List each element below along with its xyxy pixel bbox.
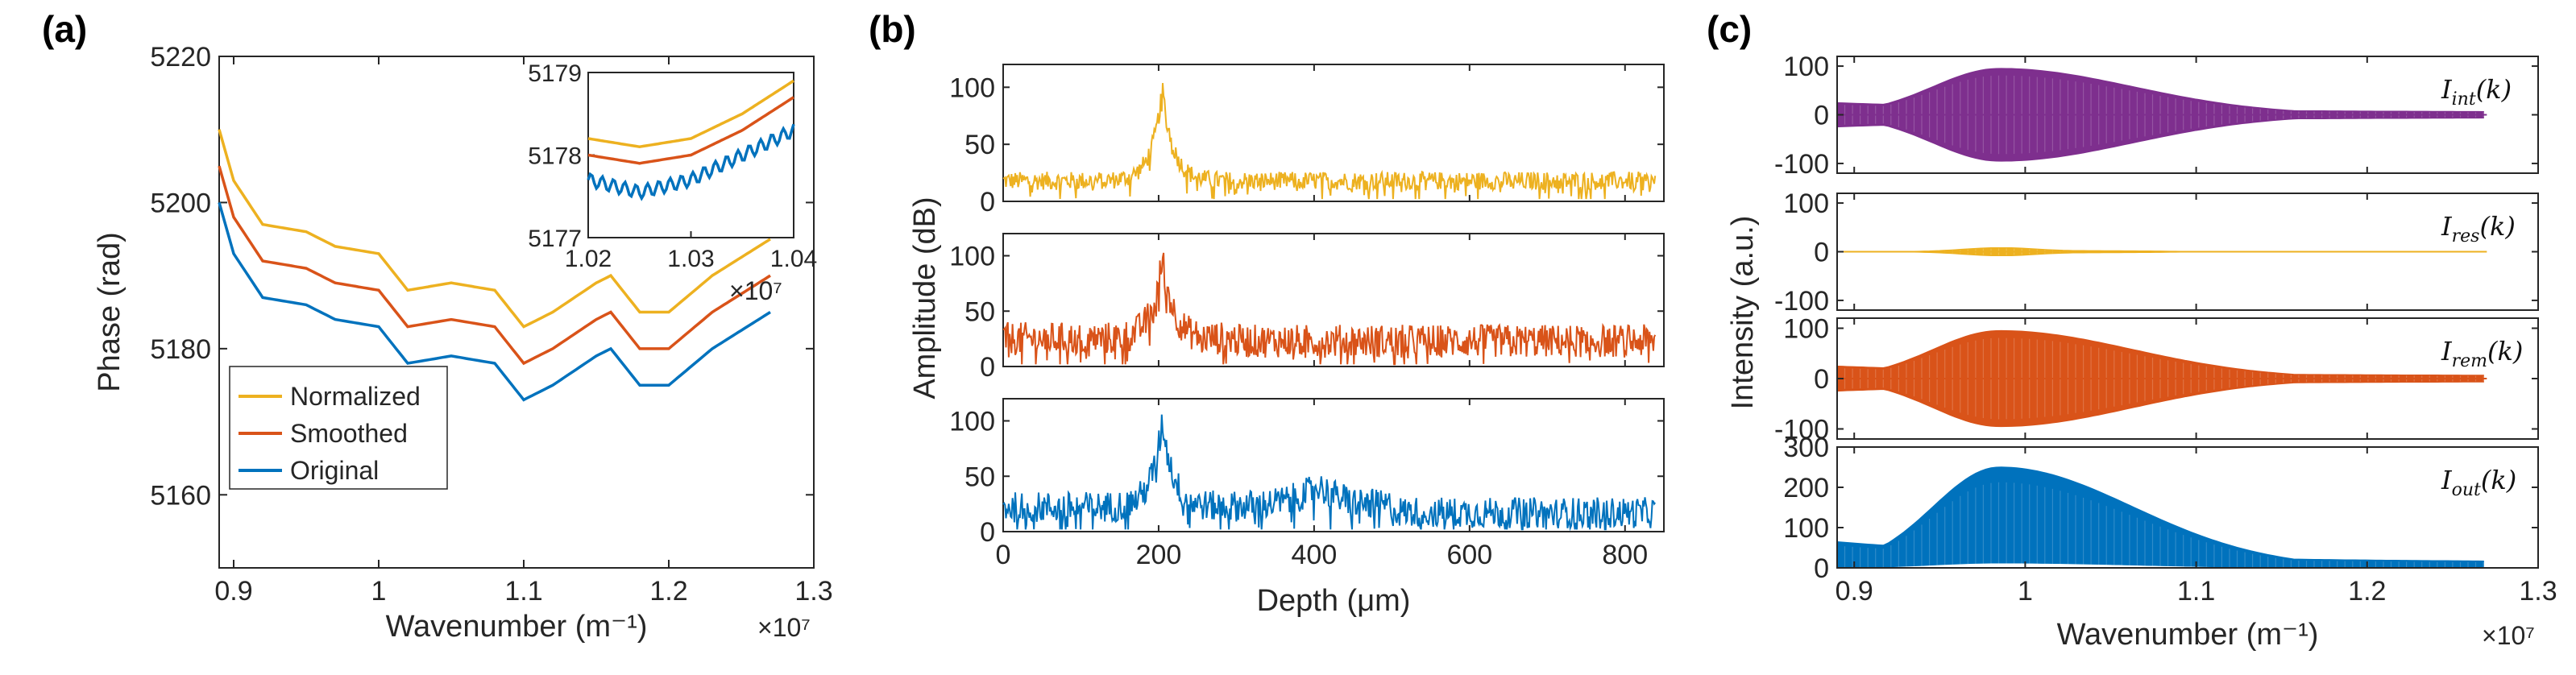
b1-ytick-label: 100 xyxy=(949,242,995,272)
b0-ytick-label: 0 xyxy=(980,187,995,217)
c3-ytick-label: 300 xyxy=(1783,433,1829,463)
a-legend: Normalized Smoothed Original xyxy=(229,366,448,490)
a-ylabel: Phase (rad) xyxy=(93,232,127,392)
c3-xtick-label: 1 xyxy=(2018,576,2033,607)
a-inset-ytick-label: 5179 xyxy=(528,60,582,87)
a-inset-ytick-label: 5177 xyxy=(528,226,582,252)
b-subplot-smoothed: 0 50 100 xyxy=(949,233,1665,383)
a-xlabel: Wavenumber (m⁻¹) xyxy=(386,610,648,644)
c-subplot-int: -100 0 100 Iint(k) xyxy=(1774,52,2539,180)
c-subplot-out: 0.9 1 1.1 1.2 1.3 0 100 200 300 Iout(k) xyxy=(1783,433,2557,607)
a-inset: 1.02 1.03 1.04 5177 5178 5179 ×10⁷ xyxy=(528,60,817,305)
b1-ytick-label: 50 xyxy=(964,296,995,327)
a-ytick-label: 5180 xyxy=(150,334,211,365)
c-label-int: Iint(k) xyxy=(2441,74,2512,110)
b0-axes-box xyxy=(1002,64,1665,202)
c0-ytick-label: 0 xyxy=(1814,101,1829,131)
panel-label-c: (c) xyxy=(1707,8,1752,50)
b-trace-original xyxy=(1002,414,1656,532)
c3-ytick-label: 0 xyxy=(1814,553,1829,584)
c-x-exponent: ×10⁷ xyxy=(2482,621,2535,650)
c3-xtick-label: 1.2 xyxy=(2348,576,2386,607)
b-subplot-normalized: 0 50 100 xyxy=(949,64,1665,217)
a-inset-xtick-label: 1.04 xyxy=(770,246,817,272)
a-inset-x-exponent: ×10⁷ xyxy=(729,276,782,305)
a-xtick-label: 1.3 xyxy=(794,576,832,607)
b1-ytick-label: 0 xyxy=(980,352,995,383)
c0-ytick-label: 100 xyxy=(1783,52,1829,82)
chart-panel-c: -100 0 100 Iint(k) -100 0 100 Ires(k) -100 0 100 Ir… xyxy=(1726,52,2557,652)
c-label-res: Ires(k) xyxy=(2441,211,2516,246)
c2-ytick-label: 0 xyxy=(1814,364,1829,395)
b2-ytick-label: 100 xyxy=(949,407,995,437)
c3-xtick-label: 1.1 xyxy=(2177,576,2215,607)
a-inset-series-smoothed xyxy=(587,96,794,165)
c2-ytick-label: -100 xyxy=(1774,415,1829,445)
b2-ytick-label: 50 xyxy=(964,462,995,492)
b0-ytick-label: 50 xyxy=(964,130,995,160)
c3-ytick-label: 200 xyxy=(1783,473,1829,503)
a-series-original xyxy=(218,201,771,402)
a-inset-series-normalized xyxy=(587,79,794,148)
b2-xtick-label: 600 xyxy=(1446,540,1492,570)
b-trace-smoothed xyxy=(1002,252,1657,366)
b2-ytick-label: 0 xyxy=(980,517,995,548)
panel-label-a: (a) xyxy=(42,8,87,50)
c-label-rem: Irem(k) xyxy=(2441,336,2523,371)
c-ylabel: Intensity (a.u.) xyxy=(1726,216,1760,410)
b2-xtick-label: 200 xyxy=(1136,540,1182,570)
a-legend-entry: Original xyxy=(290,456,379,485)
a-ytick-label: 5220 xyxy=(150,42,211,72)
panel-label-b: (b) xyxy=(869,8,916,50)
a-ytick-label: 5200 xyxy=(150,188,211,218)
a-legend-entry: Smoothed xyxy=(290,419,408,448)
b2-axes-box xyxy=(1002,398,1665,532)
a-ytick-label: 5160 xyxy=(150,480,211,511)
c-subplot-rem: -100 0 100 Irem(k) xyxy=(1774,314,2539,445)
chart-panel-b: 0 50 100 0 50 100 0 200 400 600 800 0 50 100 Depth (μm… xyxy=(908,64,1665,618)
a-axes-box xyxy=(218,56,815,569)
b-xlabel: Depth (μm) xyxy=(1257,584,1411,618)
c-label-out: Iout(k) xyxy=(2441,465,2516,500)
b-subplot-original: 0 200 400 600 800 0 50 100 xyxy=(949,398,1665,570)
c1-ytick-label: 100 xyxy=(1783,188,1829,219)
chart-panel-a: 0.9 1 1.1 1.2 1.3 5160 5180 5200 5220 Wavenumber … xyxy=(93,42,833,644)
a-inset-xtick-label: 1.02 xyxy=(565,246,612,272)
c-subplot-res: -100 0 100 Ires(k) xyxy=(1774,188,2539,317)
a-series-smoothed xyxy=(218,165,771,366)
a-xtick-label: 1.2 xyxy=(649,576,687,607)
a-inset-xtick-label: 1.03 xyxy=(667,246,714,272)
c3-axes-box xyxy=(1836,446,2539,569)
c-xlabel: Wavenumber (m⁻¹) xyxy=(2057,618,2319,652)
c0-ytick-label: -100 xyxy=(1774,149,1829,180)
c3-xtick-label: 0.9 xyxy=(1836,576,1873,607)
a-xtick-label: 1 xyxy=(371,576,387,607)
b2-xtick-label: 0 xyxy=(996,540,1011,570)
b0-ytick-label: 100 xyxy=(949,72,995,103)
c3-xtick-label: 1.3 xyxy=(2519,576,2557,607)
c1-ytick-label: -100 xyxy=(1774,286,1829,317)
b1-axes-box xyxy=(1002,233,1665,367)
a-inset-ytick-label: 5178 xyxy=(528,143,582,170)
a-xtick-label: 1.1 xyxy=(504,576,542,607)
b2-xtick-label: 800 xyxy=(1602,540,1648,570)
a-legend-entry: Normalized xyxy=(290,382,421,411)
b-ylabel: Amplitude (dB) xyxy=(908,197,942,399)
a-x-exponent: ×10⁷ xyxy=(757,613,811,642)
a-xtick-label: 0.9 xyxy=(214,576,252,607)
b-trace-normalized xyxy=(1002,83,1657,200)
a-legend-box xyxy=(229,366,448,490)
a-inset-series-original xyxy=(587,123,795,201)
c2-ytick-label: 100 xyxy=(1783,314,1829,345)
a-series-normalized xyxy=(218,129,771,329)
b2-xtick-label: 400 xyxy=(1292,540,1338,570)
c1-ytick-label: 0 xyxy=(1814,238,1829,268)
c3-ytick-label: 100 xyxy=(1783,513,1829,544)
